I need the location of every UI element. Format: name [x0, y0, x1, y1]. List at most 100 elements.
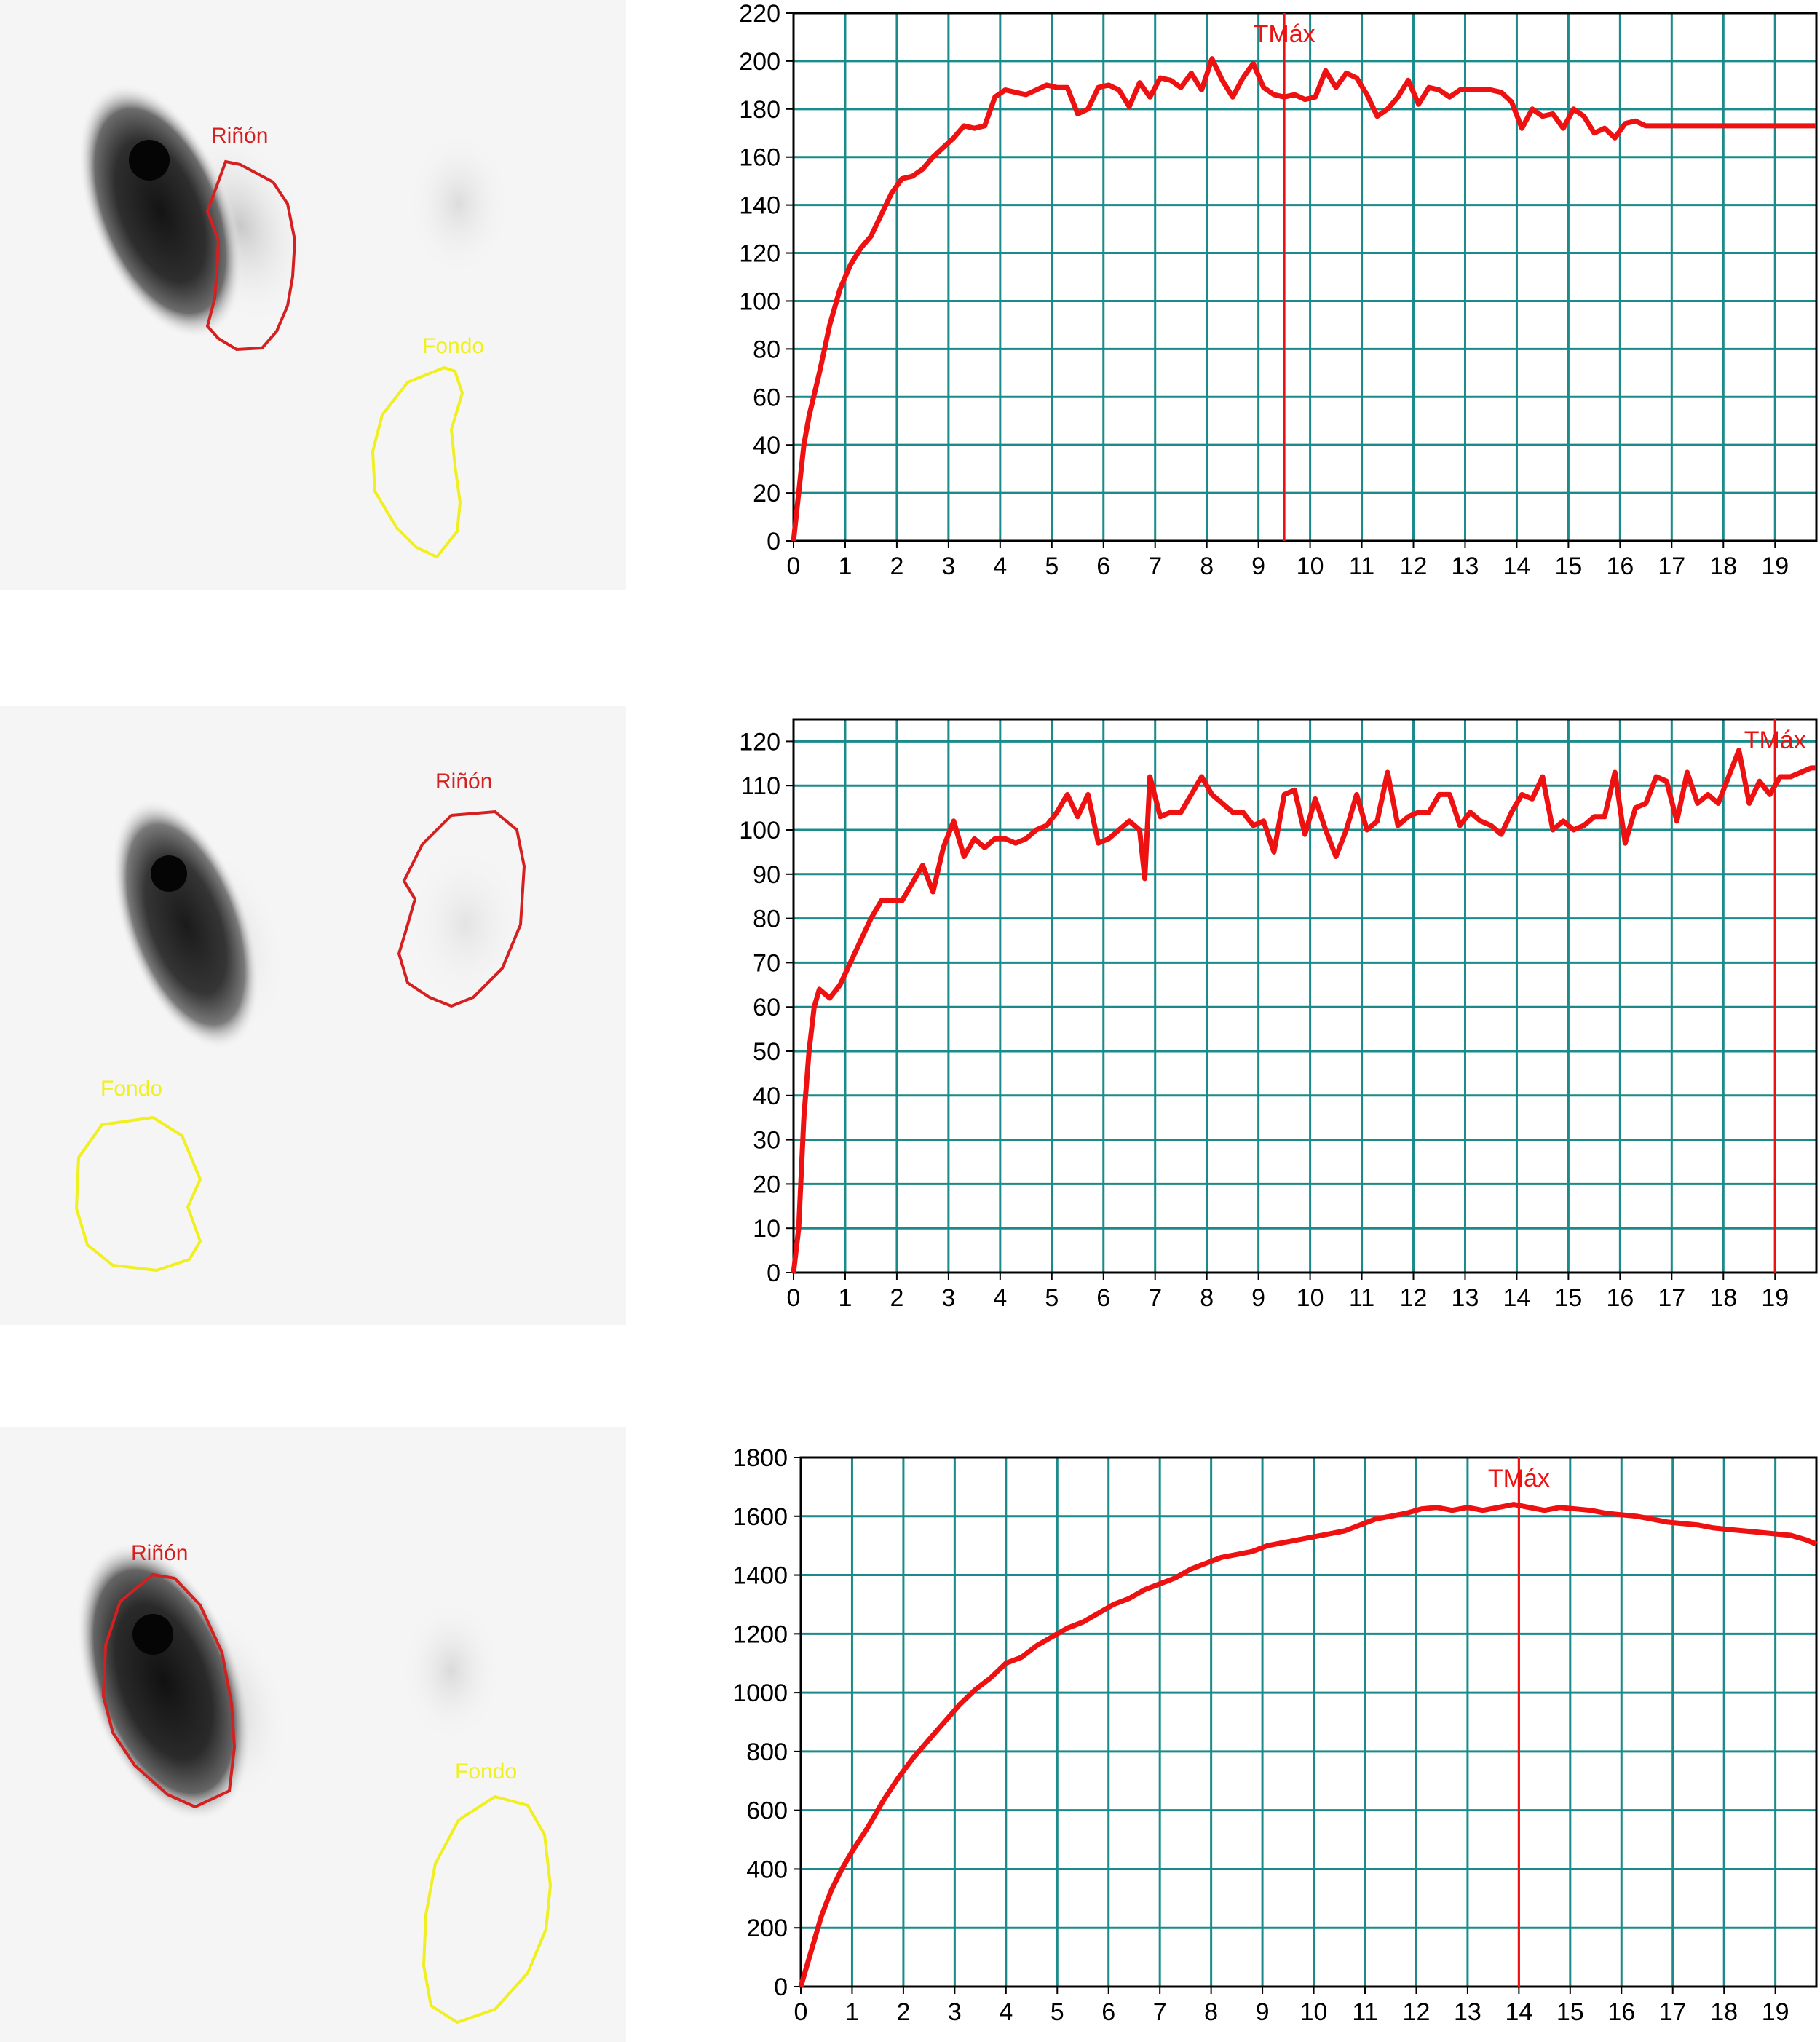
- plot-area: [801, 1457, 1816, 1987]
- y-tick-label: 220: [739, 0, 780, 28]
- y-tick-label: 10: [753, 1215, 780, 1243]
- x-tick-label: 18: [1710, 1998, 1738, 2026]
- tmax-label: TMáx: [1744, 727, 1806, 754]
- plot-frame: [792, 718, 1818, 1274]
- x-tick-label: 12: [1400, 553, 1428, 580]
- kidney-roi: [205, 159, 297, 352]
- x-tick-label: 2: [896, 1998, 910, 2026]
- background-roi: [74, 1115, 202, 1273]
- y-tick-label: 80: [753, 336, 780, 363]
- x-tick-label: 16: [1606, 1284, 1634, 1312]
- x-tick-label: 3: [941, 553, 955, 580]
- x-tick-label: 0: [787, 1284, 801, 1312]
- plot-area: [794, 13, 1816, 541]
- x-tick-label: 1: [838, 553, 852, 580]
- x-tick-label: 7: [1148, 553, 1162, 580]
- x-tick-label: 19: [1761, 553, 1789, 580]
- y-tick-label: 30: [753, 1127, 780, 1155]
- x-tick-label: 8: [1200, 553, 1214, 580]
- y-tick-label: 20: [753, 480, 780, 507]
- x-tick-label: 11: [1352, 1998, 1377, 2026]
- y-tick-label: 1400: [732, 1562, 788, 1590]
- y-tick-label: 100: [739, 288, 780, 315]
- y-tick-label: 140: [739, 192, 780, 220]
- background-roi: [371, 365, 464, 559]
- y-tick-label: 160: [739, 144, 780, 172]
- kidney-roi: [101, 1572, 237, 1809]
- y-tick-label: 70: [753, 949, 780, 977]
- x-tick-label: 9: [1256, 1998, 1270, 2026]
- plot-frame: [799, 1456, 1818, 1988]
- x-tick-label: 17: [1659, 1998, 1687, 2026]
- x-tick-label: 4: [993, 553, 1007, 580]
- y-tick-label: 0: [774, 1974, 788, 2001]
- x-tick-label: 7: [1148, 1284, 1162, 1312]
- x-tick-label: 5: [1051, 1998, 1064, 2026]
- x-tick-label: 17: [1658, 1284, 1685, 1312]
- y-tick-label: 20: [753, 1171, 780, 1198]
- x-tick-label: 11: [1349, 553, 1374, 580]
- background-roi-label: Fondo: [455, 1760, 517, 1784]
- renal-scan-image: Riñón Fondo: [0, 0, 626, 590]
- y-tick-label: 1600: [732, 1503, 788, 1531]
- x-tick-label: 11: [1349, 1284, 1374, 1312]
- x-tick-label: 6: [1096, 553, 1110, 580]
- y-tick-label: 0: [767, 528, 780, 555]
- x-tick-label: 7: [1153, 1998, 1167, 2026]
- x-tick-label: 8: [1204, 1998, 1218, 2026]
- x-tick-label: 9: [1251, 1284, 1265, 1312]
- x-tick-label: 2: [890, 553, 903, 580]
- chart-c: 0 1 2 3 4 5 6 7 8 9 10 11 12 13 14 15 16 17 18 190200400600…: [732, 1444, 1818, 2026]
- x-tick-label: 5: [1045, 553, 1059, 580]
- y-tick-label: 40: [753, 432, 780, 459]
- x-tick-label: 16: [1606, 553, 1634, 580]
- x-tick-label: 19: [1761, 1284, 1789, 1312]
- x-tick-label: 4: [993, 1284, 1007, 1312]
- x-tick-label: 3: [941, 1284, 955, 1312]
- x-tick-label: 6: [1101, 1998, 1115, 2026]
- x-tick-label: 6: [1096, 1284, 1110, 1312]
- x-tick-label: 10: [1300, 1998, 1328, 2026]
- x-tick-label: 19: [1762, 1998, 1789, 2026]
- x-tick-label: 15: [1554, 1284, 1582, 1312]
- kidney-roi-label: Riñón: [211, 124, 268, 148]
- x-tick-label: 0: [794, 1998, 808, 2026]
- x-tick-label: 10: [1297, 1284, 1324, 1312]
- kidney-roi-label: Riñón: [131, 1541, 188, 1565]
- tmax-label: TMáx: [1488, 1465, 1550, 1492]
- y-tick-label: 110: [741, 772, 780, 800]
- y-tick-label: 120: [739, 240, 780, 268]
- y-tick-label: 400: [746, 1856, 788, 1883]
- background-roi-label: Fondo: [100, 1077, 162, 1101]
- y-tick-label: 600: [746, 1797, 788, 1825]
- x-tick-label: 14: [1503, 553, 1531, 580]
- y-tick-label: 50: [753, 1038, 780, 1066]
- y-tick-label: 120: [739, 728, 780, 756]
- x-tick-label: 12: [1403, 1998, 1431, 2026]
- x-tick-label: 15: [1554, 553, 1582, 580]
- y-tick-label: 60: [753, 384, 780, 411]
- y-tick-label: 0: [767, 1259, 780, 1287]
- y-tick-label: 1800: [732, 1444, 788, 1472]
- chart-b: 0 1 2 3 4 5 6 7 8 9 10 11 12 13 14 15 16 17 18 190102030405…: [739, 718, 1818, 1312]
- series-line: [791, 56, 1816, 542]
- x-tick-label: 12: [1400, 1284, 1428, 1312]
- x-tick-label: 3: [948, 1998, 962, 2026]
- x-tick-label: 17: [1658, 553, 1685, 580]
- renal-scan-image: Riñón Fondo: [0, 706, 626, 1325]
- renal-scan-image: Riñón Fondo: [0, 1427, 626, 2042]
- x-tick-label: 1: [845, 1998, 859, 2026]
- x-tick-label: 4: [999, 1998, 1013, 2026]
- background-roi-label: Fondo: [422, 334, 484, 358]
- x-tick-label: 18: [1709, 1284, 1737, 1312]
- plot-frame: [792, 12, 1818, 542]
- x-tick-label: 15: [1556, 1998, 1584, 2026]
- background-roi: [422, 1794, 553, 2025]
- x-tick-label: 14: [1505, 1998, 1532, 2026]
- x-tick-label: 1: [838, 1284, 852, 1312]
- y-tick-label: 100: [739, 817, 780, 844]
- y-tick-label: 800: [746, 1738, 788, 1766]
